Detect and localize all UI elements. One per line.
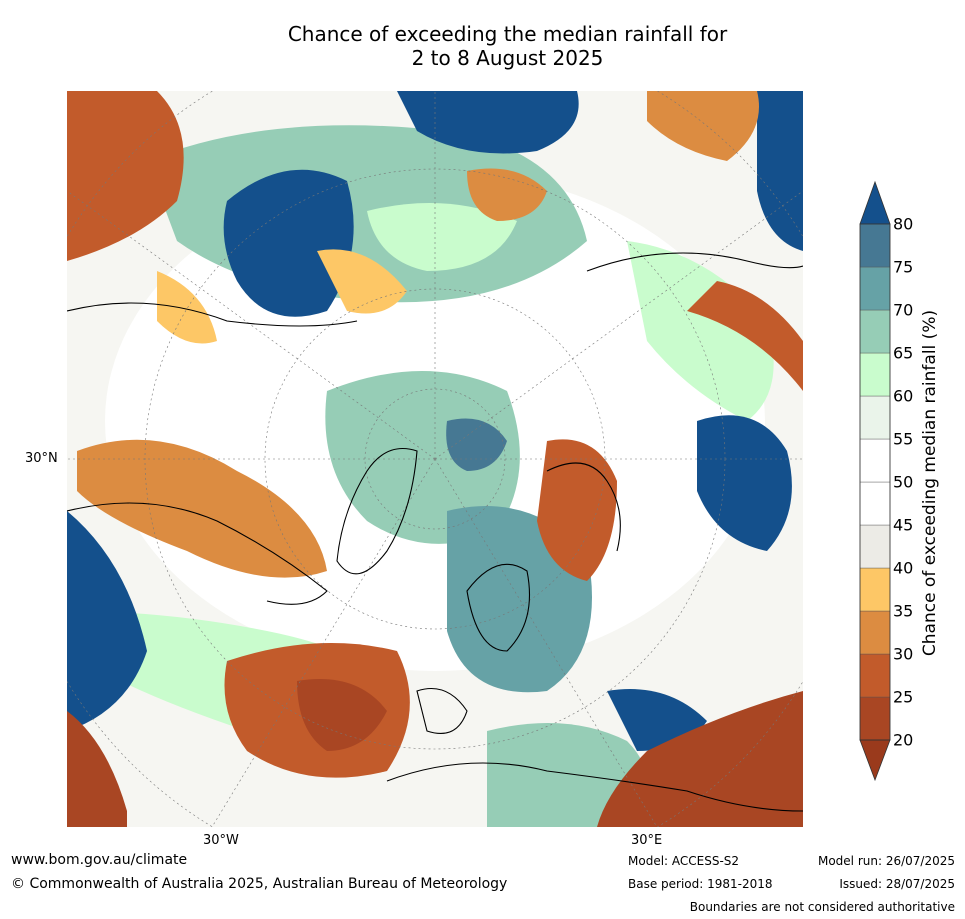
dry-region-north-america bbox=[77, 439, 327, 578]
colorbar-tick-60: 60 bbox=[893, 386, 914, 406]
colorbar-segment-25_30 bbox=[859, 653, 891, 698]
footer-model-run: Model run: 26/07/2025 bbox=[817, 854, 955, 868]
lat-label-30n: 30°N bbox=[25, 451, 58, 466]
rainfall-map bbox=[67, 91, 803, 827]
lon-label-30e: 30°E bbox=[631, 833, 663, 848]
dry-region-east-siberian-sea bbox=[467, 168, 547, 221]
lon-label-30w: 30°W bbox=[203, 833, 239, 848]
colorbar-segment-20_25 bbox=[859, 696, 891, 741]
footer-website: www.bom.gov.au/climate bbox=[11, 852, 188, 868]
colorbar-segment-55_60 bbox=[859, 395, 891, 440]
colorbar-segment-30_35 bbox=[859, 610, 891, 655]
colorbar-tick-45: 45 bbox=[893, 515, 914, 535]
colorbar-tick-30: 30 bbox=[893, 644, 914, 664]
title-line-1: Chance of exceeding the median rainfall … bbox=[287, 22, 728, 46]
chart-title: Chance of exceeding the median rainfall … bbox=[0, 22, 965, 70]
very-wet-bering bbox=[397, 91, 579, 154]
colorbar-tick-50: 50 bbox=[893, 472, 914, 492]
very-wet-central-asia bbox=[697, 415, 792, 551]
scandinavia-coast bbox=[466, 563, 530, 652]
colorbar-segment-40_45 bbox=[859, 524, 891, 569]
colorbar-segments bbox=[859, 180, 891, 782]
colorbar-segment-65_70 bbox=[859, 309, 891, 354]
dry-region-southwest bbox=[67, 711, 127, 827]
footer-issued: Issued: 28/07/2025 bbox=[839, 877, 955, 891]
russia-coast bbox=[546, 462, 621, 552]
footer-base-period: Base period: 1981-2018 bbox=[628, 877, 773, 891]
dry-region-alaska bbox=[317, 249, 407, 314]
british-isles-coast bbox=[416, 687, 468, 735]
siberia-coast bbox=[586, 252, 803, 272]
colorbar-tick-55: 55 bbox=[893, 429, 914, 449]
footer-disclaimer: Boundaries are not considered authoritat… bbox=[689, 900, 955, 914]
colorbar-label-text: Chance of exceeding median rainfall (%) bbox=[920, 309, 940, 657]
colorbar-segment-50_55 bbox=[859, 438, 891, 483]
colorbar-segment-75_80 bbox=[859, 223, 891, 268]
colorbar bbox=[859, 180, 891, 782]
wet-region-europe-south bbox=[487, 723, 647, 827]
colorbar-tick-35: 35 bbox=[893, 601, 914, 621]
colorbar-tick-75: 75 bbox=[893, 257, 914, 277]
dry-region-gulf-of-alaska bbox=[157, 271, 217, 344]
very-wet-northeast bbox=[757, 91, 803, 251]
graticule bbox=[67, 91, 803, 827]
dry-region-middle-east bbox=[597, 691, 803, 827]
alaska-coast bbox=[67, 302, 358, 327]
north-america-coast bbox=[67, 502, 328, 605]
greenland-coast bbox=[336, 447, 418, 575]
dry-band-east bbox=[687, 281, 803, 391]
colorbar-tick-70: 70 bbox=[893, 300, 914, 320]
colorbar-tick-65: 65 bbox=[893, 343, 914, 363]
colorbar-tick-20: 20 bbox=[893, 730, 914, 750]
colorbar-extend-high bbox=[859, 180, 891, 225]
dry-region-east-asia bbox=[647, 91, 759, 161]
footer-model: Model: ACCESS-S2 bbox=[628, 854, 740, 868]
title-line-2: 2 to 8 August 2025 bbox=[411, 46, 604, 70]
colorbar-tick-25: 25 bbox=[893, 687, 914, 707]
very-wet-north-pacific bbox=[223, 169, 354, 317]
very-wet-greenland-sea bbox=[446, 418, 507, 471]
very-dry-north-atlantic bbox=[297, 679, 387, 751]
colorbar-tick-40: 40 bbox=[893, 558, 914, 578]
colorbar-segment-70_75 bbox=[859, 266, 891, 311]
map-canvas bbox=[67, 91, 803, 827]
colorbar-outline bbox=[859, 223, 891, 741]
footer-copyright: © Commonwealth of Australia 2025, Austra… bbox=[11, 876, 508, 892]
colorbar-extend-low bbox=[859, 739, 891, 782]
colorbar-segment-35_40 bbox=[859, 567, 891, 612]
colorbar-segment-60_65 bbox=[859, 352, 891, 397]
dry-region-western-russia bbox=[537, 439, 617, 581]
wet-region-siberia bbox=[627, 241, 774, 421]
coastlines bbox=[67, 252, 803, 812]
wet-region-chukchi bbox=[367, 203, 517, 271]
colorbar-tick-80: 80 bbox=[893, 214, 914, 234]
colorbar-segment-45_50 bbox=[859, 481, 891, 526]
dry-region-northwest bbox=[67, 91, 184, 261]
mediterranean-coast bbox=[386, 762, 803, 812]
very-wet-east-pacific bbox=[67, 511, 147, 731]
